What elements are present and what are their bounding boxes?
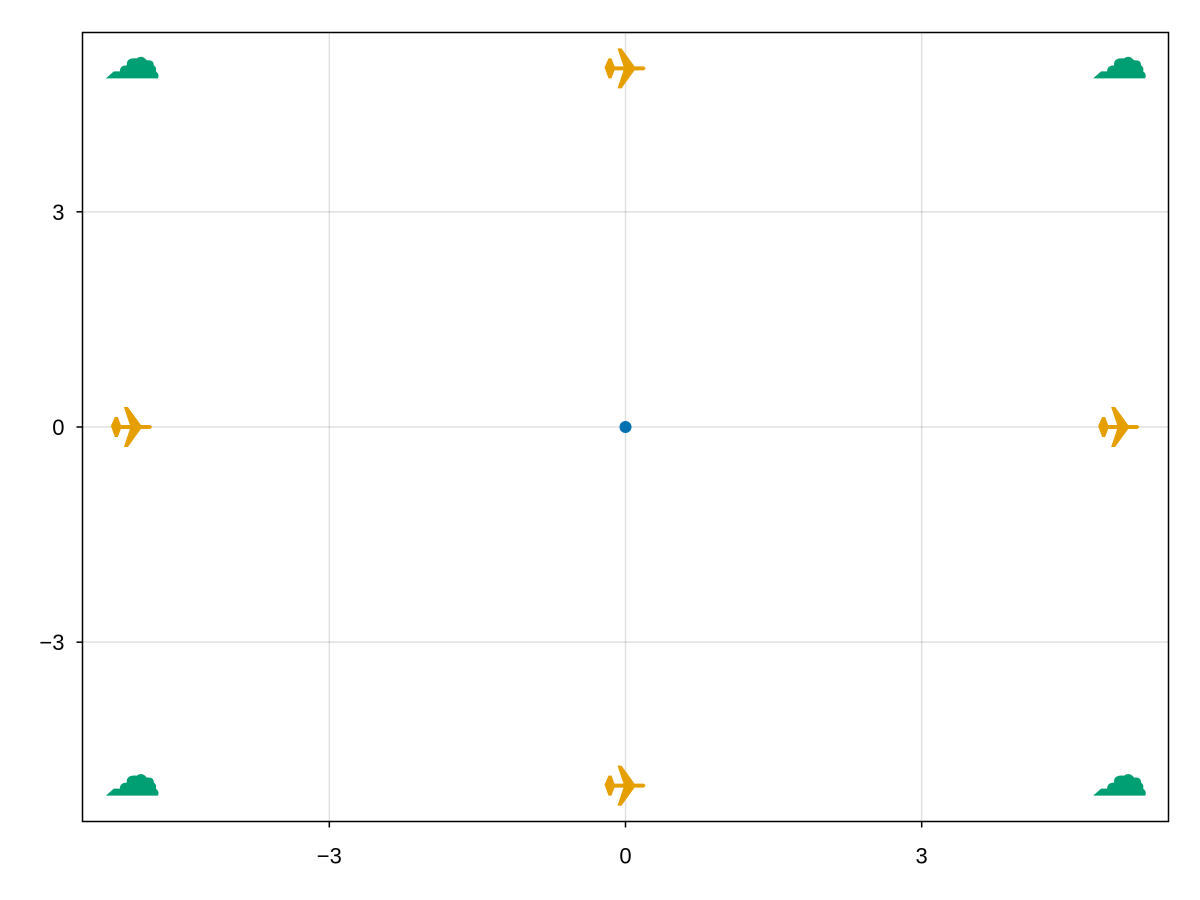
y-tick-label: 3 bbox=[52, 200, 64, 225]
y-tick-label: −3 bbox=[39, 630, 64, 655]
circle-marker bbox=[619, 421, 632, 433]
data-markers bbox=[105, 48, 1146, 806]
x-tick-label: −3 bbox=[317, 844, 342, 869]
airplane-icon bbox=[1098, 407, 1140, 447]
cloud-icon bbox=[105, 774, 159, 796]
airplane-icon bbox=[604, 48, 646, 89]
y-tick-label: 0 bbox=[52, 415, 64, 440]
cloud-icon bbox=[1093, 774, 1146, 796]
cloud-icon bbox=[1093, 56, 1146, 79]
airplane-icon bbox=[110, 407, 152, 447]
x-tick-label: 0 bbox=[619, 844, 631, 869]
tick-labels: −3 0 3 −3 0 3 bbox=[39, 200, 927, 869]
x-tick-label: 3 bbox=[916, 844, 928, 869]
cloud-icon bbox=[105, 56, 159, 79]
airplane-icon bbox=[604, 765, 646, 806]
